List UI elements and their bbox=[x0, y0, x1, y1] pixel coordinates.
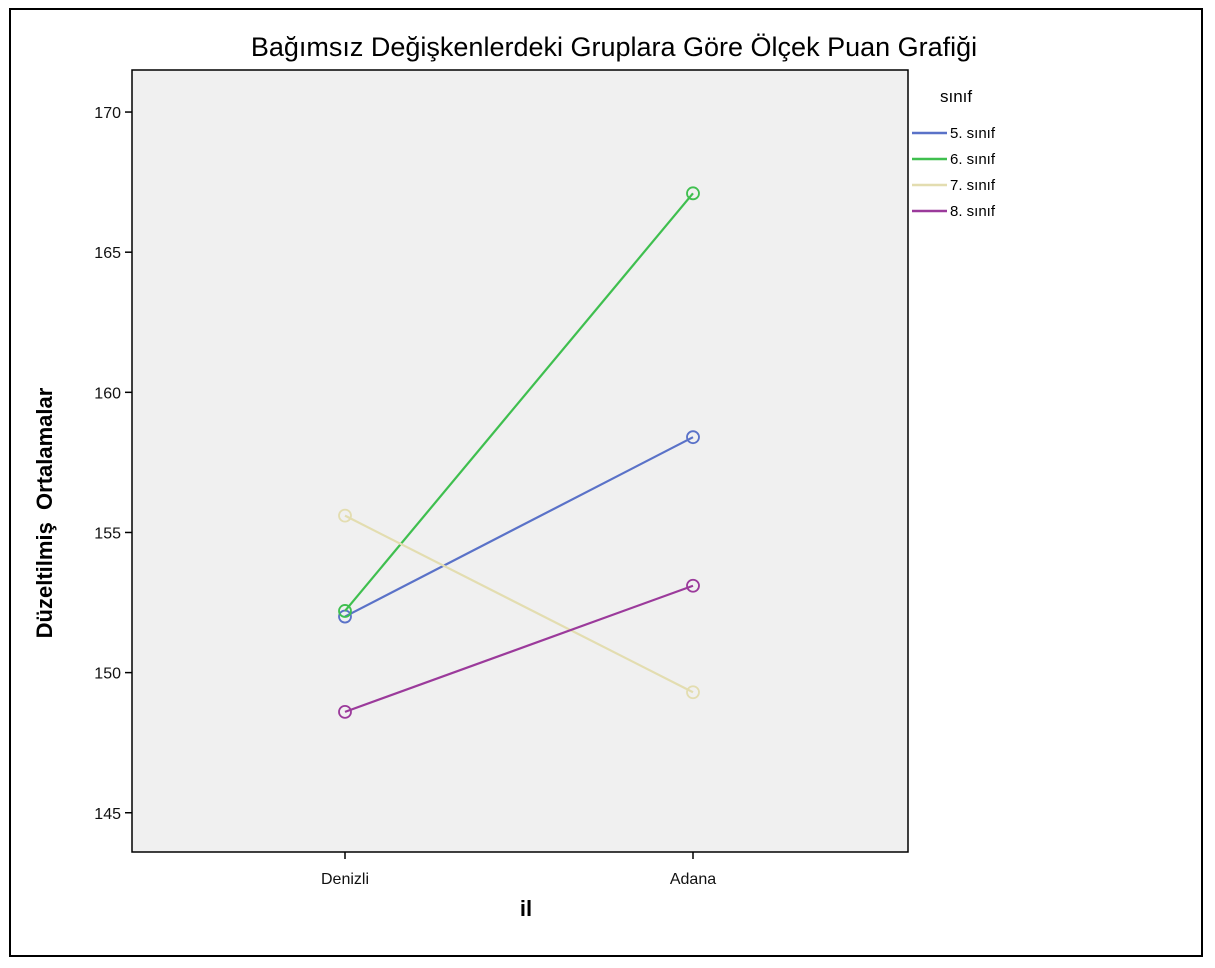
legend-item: 7. sınıf bbox=[912, 177, 996, 194]
legend-item: 8. sınıf bbox=[912, 203, 996, 220]
data-point bbox=[338, 704, 352, 719]
y-tick-label: 165 bbox=[94, 245, 121, 262]
data-point bbox=[686, 430, 700, 445]
series-group bbox=[338, 186, 700, 719]
y-axis-title: Düzeltilmiş Ortalamalar bbox=[32, 387, 57, 638]
series-line bbox=[344, 192, 694, 612]
legend-label: 7. sınıf bbox=[950, 177, 996, 194]
x-axis-title: il bbox=[520, 896, 532, 921]
x-tick-label: Adana bbox=[670, 871, 716, 888]
y-tick-label: 170 bbox=[94, 105, 121, 122]
series-4 bbox=[338, 578, 700, 719]
legend-label: 5. sınıf bbox=[950, 125, 996, 142]
y-tick-label: 150 bbox=[94, 666, 121, 683]
y-tick-label: 145 bbox=[94, 806, 121, 823]
plot-area bbox=[131, 69, 909, 853]
legend-item: 5. sınıf bbox=[912, 125, 996, 142]
y-axis: 145 150 155 160 165 170 bbox=[94, 105, 132, 823]
data-point bbox=[338, 604, 352, 618]
series-line bbox=[344, 584, 694, 713]
chart-title: Bağımsız Değişkenlerdeki Gruplara Göre Ö… bbox=[251, 32, 977, 62]
legend-label: 8. sınıf bbox=[950, 203, 996, 220]
x-axis: Denizli Adana bbox=[321, 852, 716, 888]
data-point bbox=[686, 578, 700, 593]
series-1 bbox=[338, 430, 700, 624]
x-tick-label: Denizli bbox=[321, 871, 369, 888]
legend-title: sınıf bbox=[940, 87, 972, 106]
series-line bbox=[344, 514, 694, 694]
series-line bbox=[344, 436, 694, 618]
y-tick-label: 160 bbox=[94, 385, 121, 402]
series-3 bbox=[338, 508, 700, 700]
data-point bbox=[338, 508, 352, 523]
data-point bbox=[686, 685, 700, 700]
y-tick-label: 155 bbox=[94, 525, 121, 542]
legend-item: 6. sınıf bbox=[912, 151, 996, 168]
legend: sınıf 5. sınıf 6. sınıf 7. sınıf 8. sınıf bbox=[912, 87, 996, 220]
series-2 bbox=[338, 186, 700, 618]
data-point bbox=[686, 186, 700, 201]
legend-label: 6. sınıf bbox=[950, 151, 996, 168]
